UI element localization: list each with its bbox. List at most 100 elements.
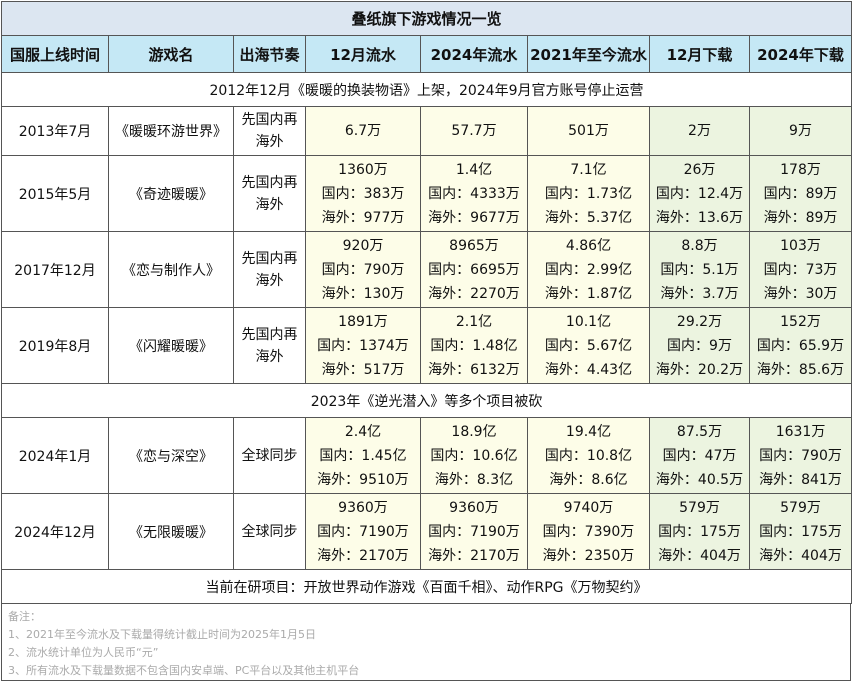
metric-cell: 7.1亿 国内：1.73亿 海外：5.37亿 bbox=[527, 155, 650, 232]
metric-line: 海外：841万 bbox=[759, 471, 842, 488]
metric-line: 海外：1.87亿 bbox=[544, 285, 633, 302]
release-mode: 全球同步 bbox=[233, 493, 306, 570]
game-row: 2024年1月 《恋与深空》 全球同步 2.4亿 国内：1.45亿 海外：9510万 18.… bbox=[1, 417, 853, 494]
column-header: 12月下载 bbox=[649, 35, 750, 73]
release-mode: 全球同步 bbox=[233, 417, 306, 494]
game-row: 2024年12月 《无限暖暖》 全球同步 9360万 国内：7190万 海外：2170万 9… bbox=[1, 493, 853, 570]
metric-line: 152万 bbox=[780, 313, 821, 330]
metric-line: 海外：2170万 bbox=[317, 547, 409, 564]
metric-line: 海外：130万 bbox=[321, 285, 405, 302]
metric-cell: 579万 国内：175万 海外：404万 bbox=[748, 493, 853, 570]
metric-line: 501万 bbox=[568, 123, 609, 139]
metric-line: 海外：3.7万 bbox=[660, 285, 739, 302]
metric-line: 国内：10.8亿 bbox=[544, 447, 633, 464]
metric-line: 6.7万 bbox=[344, 123, 382, 139]
metric-line: 海外：977万 bbox=[321, 209, 405, 226]
metric-line: 29.2万 bbox=[676, 313, 723, 330]
metric-line: 1360万 bbox=[338, 161, 388, 178]
metric-line: 国内：10.6亿 bbox=[430, 447, 518, 464]
metric-cell: 103万 国内：73万 海外：30万 bbox=[748, 231, 853, 308]
metric-cell: 6.7万 bbox=[305, 106, 421, 156]
metric-line: 国内：9万 bbox=[667, 337, 732, 354]
metric-line: 103万 bbox=[780, 237, 821, 254]
metric-line: 海外：2350万 bbox=[542, 547, 635, 564]
metric-line: 8965万 bbox=[449, 237, 499, 254]
column-header: 12月流水 bbox=[305, 35, 421, 73]
metric-line: 海外：89万 bbox=[763, 209, 838, 226]
banner-row: 当前在研项目：开放世界动作游戏《百面千相》、动作RPG《万物契约》 bbox=[0, 569, 853, 604]
metric-line: 海外：30万 bbox=[763, 285, 838, 302]
metric-line: 9740万 bbox=[563, 499, 614, 516]
metric-line: 国内：790万 bbox=[321, 261, 405, 278]
metric-cell: 8965万 国内：6695万 海外：2270万 bbox=[420, 231, 528, 308]
metric-line: 海外：9677万 bbox=[428, 209, 520, 226]
metric-line: 10.1亿 bbox=[565, 313, 612, 330]
metric-line: 8.8万 bbox=[681, 237, 718, 254]
title-row: 叠纸旗下游戏情况一览 bbox=[0, 1, 853, 36]
game-name: 《闪耀暖暖》 bbox=[108, 307, 234, 384]
banner-cell: 当前在研项目：开放世界动作游戏《百面千相》、动作RPG《万物契约》 bbox=[0, 569, 853, 604]
note-line: 2、流水统计单位为人民币“元” bbox=[8, 646, 159, 659]
metric-cell: 9万 bbox=[748, 106, 853, 156]
game-name: 《恋与制作人》 bbox=[108, 231, 234, 308]
metric-line: 国内：1.45亿 bbox=[319, 447, 407, 464]
game-row: 2013年7月 《暖暖环游世界》 先国内再海外 6.7万 57.7万 501万 2万 9万 bbox=[1, 106, 853, 156]
banner-cell: 2012年12月《暖暖的换装物语》上架，2024年9月官方账号停止运营 bbox=[0, 72, 853, 107]
metric-cell: 26万 国内：12.4万 海外：13.6万 bbox=[649, 155, 750, 232]
column-header: 国服上线时间 bbox=[1, 35, 109, 73]
metric-line: 87.5万 bbox=[676, 423, 723, 440]
launch-date: 2017年12月 bbox=[1, 231, 109, 308]
metric-cell: 4.86亿 国内：2.99亿 海外：1.87亿 bbox=[527, 231, 650, 308]
metric-line: 国内：383万 bbox=[321, 185, 405, 202]
column-header: 2024年下载 bbox=[748, 35, 853, 73]
metric-line: 国内：65.9万 bbox=[756, 337, 845, 354]
game-name: 《无限暖暖》 bbox=[108, 493, 234, 570]
metric-line: 2.1亿 bbox=[455, 313, 493, 330]
metric-line: 海外：4.43亿 bbox=[544, 361, 633, 378]
metric-line: 国内：2.99亿 bbox=[544, 261, 633, 278]
metric-cell: 920万 国内：790万 海外：130万 bbox=[305, 231, 421, 308]
metric-cell: 152万 国内：65.9万 海外：85.6万 bbox=[748, 307, 853, 384]
metric-cell: 178万 国内：89万 海外：89万 bbox=[748, 155, 853, 232]
note-line: 1、2021年至今流水及下载量得统计截止时间为2025年1月5日 bbox=[8, 628, 316, 641]
metric-cell: 18.9亿 国内：10.6亿 海外：8.3亿 bbox=[420, 417, 528, 494]
banner-row: 2012年12月《暖暖的换装物语》上架，2024年9月官方账号停止运营 bbox=[0, 72, 853, 107]
metric-line: 国内：7190万 bbox=[428, 523, 520, 540]
metric-cell: 29.2万国内：9万海外：20.2万 bbox=[649, 307, 750, 384]
metric-cell: 9360万 国内：7190万 海外：2170万 bbox=[305, 493, 421, 570]
metric-line: 9360万 bbox=[449, 499, 499, 516]
note-line: 3、所有流水及下载量数据不包含国内安卓端、PC平台以及其他主机平台 bbox=[8, 664, 360, 677]
game-name: 《恋与深空》 bbox=[108, 417, 234, 494]
note-line: 备注： bbox=[8, 610, 41, 623]
banner-row: 2023年《逆光潜入》等多个项目被砍 bbox=[0, 383, 853, 418]
header-row: 国服上线时间 游戏名 出海节奏 12月流水 2024年流水 2021年至今流水 12月下载 2… bbox=[1, 35, 853, 73]
metric-line: 国内：5.1万 bbox=[660, 261, 739, 278]
metric-cell: 2.4亿 国内：1.45亿 海外：9510万 bbox=[305, 417, 421, 494]
metric-line: 19.4亿 bbox=[565, 423, 612, 440]
metric-cell: 87.5万 国内：47万 海外：40.5万 bbox=[649, 417, 750, 494]
metric-line: 国内：5.67亿 bbox=[544, 337, 633, 354]
metric-line: 国内：12.4万 bbox=[655, 185, 744, 202]
metric-line: 26万 bbox=[683, 161, 716, 178]
metric-line: 海外：6132万 bbox=[428, 361, 520, 378]
metric-line: 国内：1374万 bbox=[317, 337, 409, 354]
metric-cell: 9740万 国内：7390万 海外：2350万 bbox=[527, 493, 650, 570]
launch-date: 2015年5月 bbox=[1, 155, 109, 232]
release-mode: 先国内再海外 bbox=[233, 155, 306, 232]
metric-line: 1631万 bbox=[775, 423, 826, 440]
metric-line: 国内：6695万 bbox=[428, 261, 520, 278]
metric-line: 1891万 bbox=[338, 313, 388, 330]
game-row: 2015年5月 《奇迹暖暖》 先国内再海外 1360万 国内：383万 海外：977万 1.… bbox=[1, 155, 853, 232]
game-name: 《暖暖环游世界》 bbox=[108, 106, 234, 156]
metric-line: 海外：20.2万 bbox=[655, 361, 744, 378]
notes: 备注： 1、2021年至今流水及下载量得统计截止时间为2025年1月5日 2、流水统… bbox=[1, 604, 851, 681]
metric-line: 国内：47万 bbox=[662, 447, 737, 464]
metric-cell: 1631万 国内：790万 海外：841万 bbox=[748, 417, 853, 494]
metric-line: 国内：1.48亿 bbox=[430, 337, 518, 354]
metric-line: 国内：4333万 bbox=[428, 185, 520, 202]
metric-cell: 57.7万 bbox=[420, 106, 528, 156]
metric-line: 国内：7190万 bbox=[317, 523, 409, 540]
metric-line: 1.4亿 bbox=[455, 161, 493, 178]
column-header: 出海节奏 bbox=[233, 35, 306, 73]
